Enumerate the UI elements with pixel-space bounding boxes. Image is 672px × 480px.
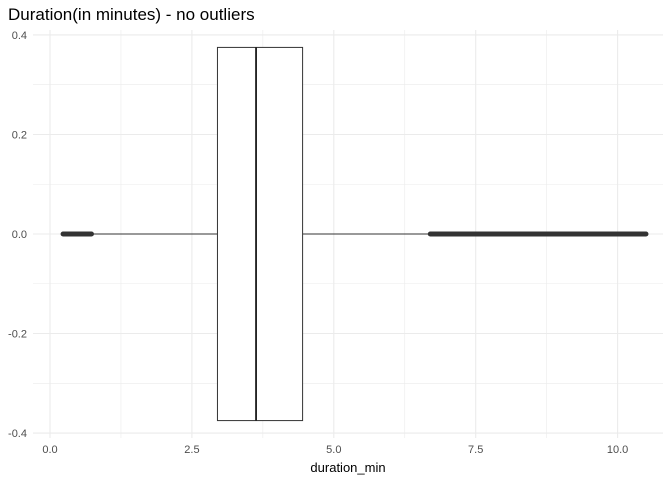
y-tick-label: 0.4	[12, 30, 27, 42]
x-tick-label: 2.5	[184, 444, 199, 456]
y-tick-label: -0.4	[8, 428, 27, 440]
x-tick-label: 7.5	[468, 444, 483, 456]
y-tick-label: -0.2	[8, 329, 27, 341]
boxplot-marks	[60, 46, 649, 422]
y-tick-label: 0.0	[12, 229, 27, 241]
y-axis-ticks: 0.4 0.2 0.0 -0.2 -0.4	[8, 30, 27, 440]
interquartile-box	[216, 46, 304, 422]
y-tick-label: 0.2	[12, 129, 27, 141]
x-tick-label: 0.0	[42, 444, 57, 456]
x-tick-label: 10.0	[607, 444, 628, 456]
chart-title: Duration(in minutes) - no outliers	[8, 5, 255, 24]
x-axis-ticks: 0.0 2.5 5.0 7.5 10.0	[42, 444, 628, 456]
x-tick-label: 5.0	[326, 444, 341, 456]
x-axis-label: duration_min	[310, 460, 385, 475]
